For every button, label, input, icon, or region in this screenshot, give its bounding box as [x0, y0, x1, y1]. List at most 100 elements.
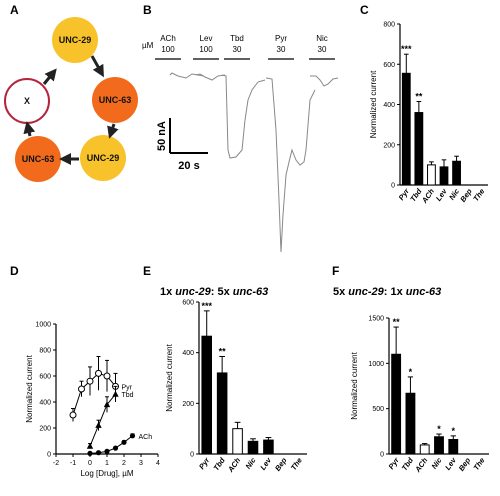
- bar: [434, 436, 444, 455]
- y-tick-label: 800: [383, 22, 395, 29]
- y-tick-label: 400: [182, 350, 194, 357]
- y-axis-label: Normalized current: [369, 70, 378, 138]
- chart-title-part: unc-63: [233, 286, 268, 298]
- chart-panel-e: 0 200 400 600 Normalized current *** Pyr ** Tbd A…: [160, 286, 307, 475]
- trace-ach: [169, 72, 205, 79]
- chart-panel-d: 0 200 400 600 800 1000 -2 -1 0 1 2 3 4 Log [Drug], µM…: [25, 322, 160, 479]
- data-point: [121, 439, 127, 445]
- panel-letter-c: C: [360, 3, 369, 17]
- x-tick-label: 1: [105, 460, 109, 467]
- fit-curve: [89, 435, 133, 454]
- significance-label: ***: [201, 301, 212, 311]
- y-tick-label: 1500: [368, 316, 384, 323]
- trace-nic: [310, 75, 339, 87]
- significance-label: *: [437, 424, 441, 434]
- category-label: Nic: [244, 455, 259, 470]
- panel-b-traces: µM ACh 100 Lev 100 Tbd 30 Pyr 30 Nic 30 50 nA 20 …: [142, 34, 339, 253]
- y-tick-label: 600: [39, 374, 51, 381]
- drug-name-label: Lev: [200, 34, 213, 43]
- fit-curve: [72, 372, 116, 416]
- data-point: [69, 411, 77, 419]
- x-tick-label: 0: [88, 460, 92, 467]
- data-point: [112, 445, 119, 451]
- subunit-unc29-top: [52, 17, 98, 63]
- data-point: [103, 372, 111, 380]
- bar: [419, 444, 430, 455]
- subunit-unc29-bottom-label: UNC-29: [87, 153, 120, 163]
- panel-letter-a: A: [10, 3, 19, 17]
- y-tick-label: 1000: [35, 322, 51, 329]
- data-point: [112, 390, 119, 397]
- significance-label: **: [393, 317, 401, 327]
- trace-pyr: [265, 77, 316, 253]
- subunit-unc63-right-label: UNC-63: [99, 95, 132, 105]
- x-tick-label: 3: [139, 460, 143, 467]
- category-label: Bep: [458, 187, 474, 204]
- panel-a-diagram: UNC-29 UNC-63 UNC-29 UNC-63 X: [4, 17, 138, 182]
- significance-label: **: [415, 91, 423, 101]
- bar: [391, 353, 402, 455]
- arrow-icon: [107, 123, 119, 139]
- y-axis-label: Normalized current: [165, 343, 174, 411]
- concentration-unit: µM: [142, 41, 154, 50]
- y-tick-label: 0: [190, 452, 194, 459]
- subunit-x-label: X: [24, 96, 30, 106]
- x-axis-label: Log [Drug], µM: [80, 469, 133, 478]
- significance-label: **: [219, 346, 227, 356]
- subunit-unc63-right: [92, 77, 138, 123]
- category-label: Bep: [273, 456, 289, 473]
- data-point: [78, 385, 85, 393]
- category-label: The: [471, 456, 486, 472]
- bar: [452, 160, 461, 186]
- y-tick-label: 600: [383, 62, 395, 69]
- category-label: Lev: [258, 455, 273, 471]
- x-tick-label: 4: [156, 460, 160, 467]
- significance-label: *: [452, 426, 456, 436]
- category-label: Nic: [430, 455, 445, 470]
- drug-concentration-label: 30: [277, 45, 286, 54]
- panel-letter-b: B: [143, 3, 152, 17]
- y-tick-label: 400: [383, 102, 395, 109]
- y-tick-label: 200: [39, 426, 51, 433]
- data-point: [104, 448, 110, 454]
- panel-letter-d: D: [10, 264, 19, 278]
- data-point: [95, 421, 102, 428]
- category-label: Pyr: [197, 455, 212, 471]
- category-label: Lev: [434, 186, 449, 202]
- data-point: [86, 442, 94, 449]
- bar: [427, 164, 436, 186]
- data-point: [103, 401, 111, 408]
- y-tick-label: 200: [182, 401, 194, 408]
- category-label: The: [289, 456, 304, 472]
- scale-current-label: 50 nA: [156, 121, 168, 151]
- data-point: [87, 450, 93, 456]
- drug-concentration-label: 30: [318, 45, 327, 54]
- bar: [232, 428, 243, 455]
- chart-title-part: unc-63: [406, 286, 441, 298]
- series-label: ACh: [139, 434, 153, 441]
- chart-title-part: unc-29: [175, 286, 211, 298]
- scale-time-label: 20 s: [178, 160, 199, 172]
- subunit-unc63-left-label: UNC-63: [22, 154, 55, 164]
- category-label: Pyr: [386, 455, 401, 471]
- y-tick-label: 0: [380, 452, 384, 459]
- x-tick-label: -2: [53, 460, 59, 467]
- category-label: Lev: [443, 455, 458, 471]
- bar: [216, 372, 228, 455]
- arrow-icon: [90, 55, 104, 78]
- arrow-icon: [23, 121, 36, 137]
- drug-name-label: Nic: [316, 34, 328, 43]
- data-point: [86, 377, 94, 385]
- x-tick-label: -1: [70, 460, 76, 467]
- panel-letter-e: E: [143, 264, 151, 278]
- chart-title-part: : 5x: [211, 286, 233, 298]
- data-point: [95, 450, 102, 456]
- bar: [401, 72, 411, 186]
- drug-name-label: Pyr: [275, 34, 287, 43]
- drug-concentration-label: 100: [199, 45, 213, 54]
- series-label: Tbd: [122, 392, 134, 399]
- category-label: Tbd: [400, 456, 415, 473]
- drug-name-label: ACh: [160, 34, 176, 43]
